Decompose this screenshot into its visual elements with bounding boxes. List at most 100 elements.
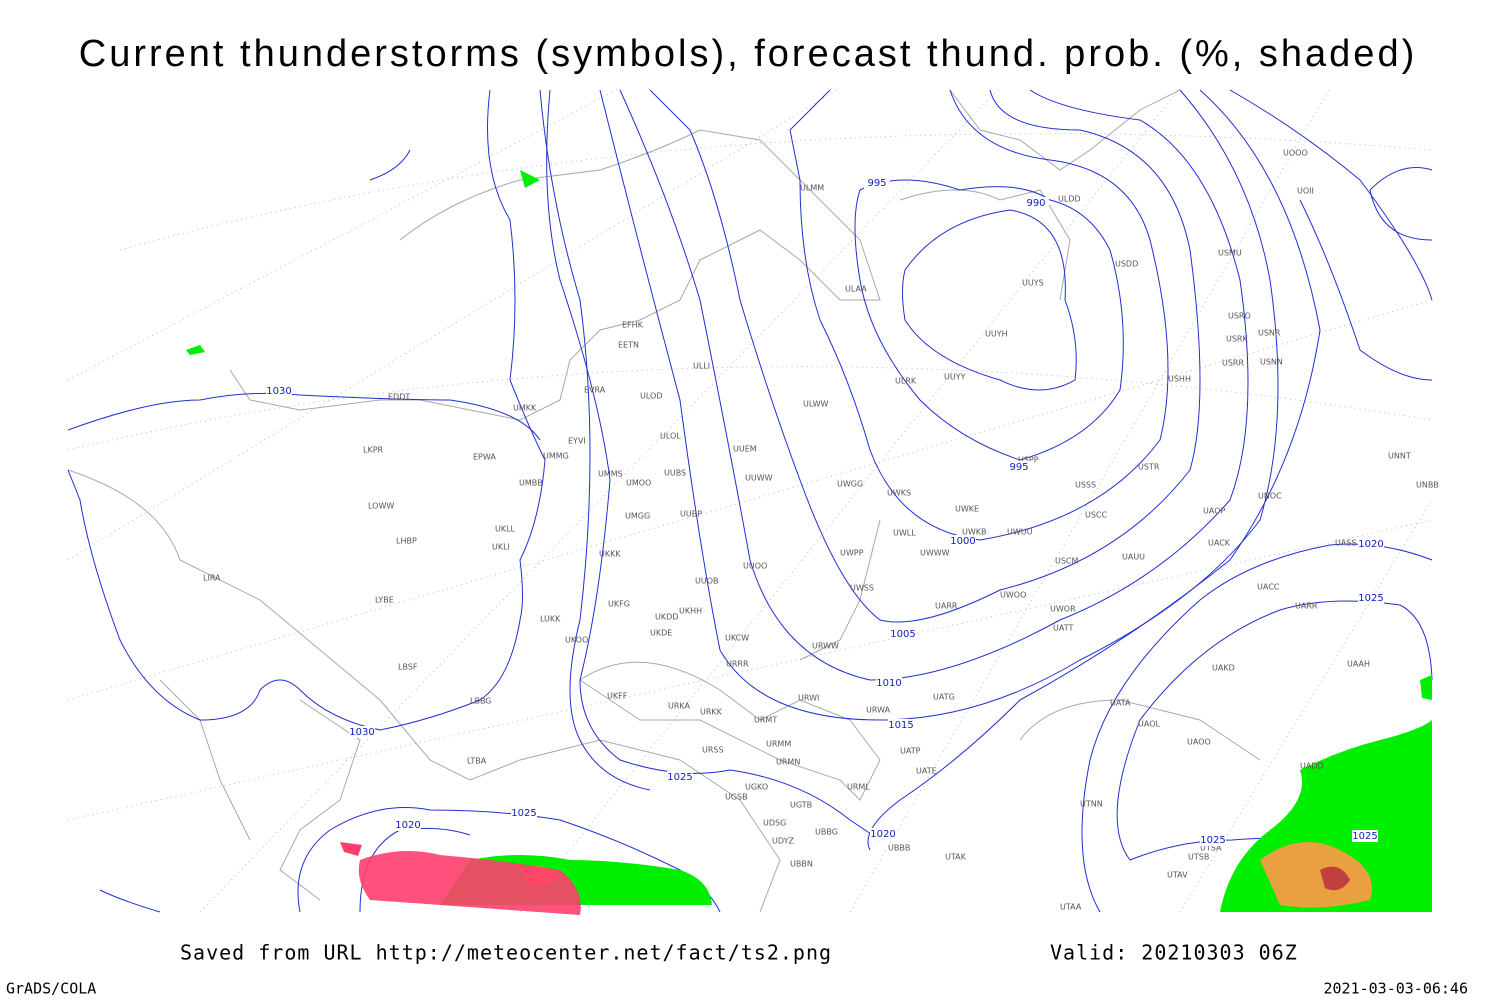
station-label: USNN — [1260, 358, 1283, 367]
contour-label-bg — [349, 726, 375, 738]
station-label: UKDE — [650, 629, 672, 638]
contour-label: 1030 — [349, 727, 374, 738]
station-label: LHBP — [396, 537, 417, 546]
contour-label-bg — [888, 719, 914, 731]
current-thunderstorms — [340, 842, 581, 915]
source-url: Saved from URL http://meteocenter.net/fa… — [180, 941, 832, 965]
station-label: UNNT — [1388, 452, 1411, 461]
station-label: UTSB — [1188, 853, 1209, 862]
station-label: UWKS — [887, 489, 911, 498]
station-label: UBBG — [815, 828, 838, 837]
station-label: ULAA — [845, 285, 867, 294]
contour-label-bg — [266, 385, 292, 397]
station-label: UAKD — [1212, 664, 1235, 673]
station-label: UGKO — [745, 783, 768, 792]
station-label: LUKK — [540, 615, 561, 624]
station-label: UATP — [900, 747, 921, 756]
station-label: UKFF — [607, 692, 628, 701]
contour-label: 1010 — [876, 678, 901, 689]
contour-label: 1000 — [950, 536, 975, 547]
station-label: UWOR — [1050, 605, 1076, 614]
station-label: UGTB — [790, 801, 812, 810]
station-label: UKFG — [608, 600, 630, 609]
contour-label-bg — [1023, 197, 1049, 209]
contour-label-bg — [890, 628, 916, 640]
contour-label: 1015 — [888, 720, 913, 731]
station-label: UTNN — [1080, 800, 1103, 809]
station-label: UKLI — [492, 543, 510, 552]
contour-label-bg — [667, 771, 693, 783]
station-label: EETN — [618, 341, 639, 350]
station-label: UADD — [1300, 762, 1324, 771]
station-label: UACK — [1208, 539, 1231, 548]
station-label: UBBB — [888, 844, 910, 853]
contour-label-bg — [1358, 538, 1384, 550]
station-label: UUBS — [664, 469, 686, 478]
contour-label: 990 — [1026, 198, 1045, 209]
contour-label-bg — [876, 677, 902, 689]
station-label: UATT — [1053, 624, 1073, 633]
station-label: UWUU — [1007, 528, 1033, 537]
station-label: UUOB — [695, 577, 719, 586]
station-labels: ULMM ULDD ULAA USDD USMU UUYS USRO USRK USNR USRR… — [203, 149, 1439, 912]
station-label: UUEM — [733, 445, 757, 454]
station-label: UACC — [1257, 583, 1280, 592]
station-label: UARR — [935, 602, 958, 611]
station-label: USRR — [1222, 359, 1244, 368]
station-label: USPP — [1018, 456, 1039, 465]
station-label: UKLL — [495, 525, 516, 534]
station-label: USDD — [1115, 260, 1138, 269]
station-label: USSS — [1075, 481, 1096, 490]
contour-label-bg — [870, 828, 896, 840]
station-label: USRK — [1226, 335, 1248, 344]
station-label: UDYZ — [772, 837, 794, 846]
station-label: UMBB — [519, 479, 543, 488]
station-label: UMOO — [626, 479, 651, 488]
station-label: UMGG — [625, 512, 650, 521]
station-label: EFHK — [622, 321, 644, 330]
station-label: LYBE — [375, 596, 394, 605]
station-label: ULMM — [800, 184, 824, 193]
station-label: EPWA — [473, 453, 496, 462]
station-label: UKCW — [725, 634, 749, 643]
station-label: LKPR — [363, 446, 384, 455]
station-label: UWWW — [920, 549, 950, 558]
station-label: UWOO — [1000, 591, 1026, 600]
software: GrADS/COLA — [6, 980, 96, 998]
contour-label: 1025 — [1352, 831, 1377, 842]
valid-time: Valid: 20210303 06Z — [1050, 941, 1298, 965]
station-label: EVRA — [584, 386, 606, 395]
station-label: UTSA — [1200, 844, 1222, 853]
station-label: URSS — [702, 746, 724, 755]
station-label: UAUU — [1122, 553, 1145, 562]
contour-label-bg — [511, 807, 537, 819]
station-label: UWSS — [850, 584, 874, 593]
contour-label-bg — [1200, 834, 1226, 846]
station-label: UAOL — [1138, 720, 1160, 729]
station-label: LOWW — [368, 502, 394, 511]
station-label: UKHH — [679, 607, 702, 616]
station-label: UUOO — [743, 562, 767, 571]
station-label: EDDT — [388, 393, 410, 402]
station-label: LIRA — [203, 574, 221, 583]
contour-label: 1025 — [511, 808, 536, 819]
station-label: UATE — [916, 767, 937, 776]
station-label: URWW — [812, 642, 839, 651]
station-label: ULWW — [803, 400, 828, 409]
station-label: URMT — [754, 716, 777, 725]
station-label: UWPP — [840, 549, 864, 558]
station-label: UAOP — [1203, 507, 1225, 516]
contour-label-bg — [864, 177, 890, 189]
station-label: UTAV — [1167, 871, 1188, 880]
station-label: UASS — [1335, 539, 1356, 548]
station-label: UTAA — [1060, 903, 1082, 912]
station-label: LTBA — [467, 757, 487, 766]
station-label: URRR — [726, 660, 749, 669]
station-label: UATG — [933, 693, 955, 702]
station-label: UOII — [1297, 187, 1314, 196]
station-label: UTAK — [945, 853, 967, 862]
station-label: UATA — [1110, 699, 1131, 708]
station-label: URWA — [866, 706, 891, 715]
